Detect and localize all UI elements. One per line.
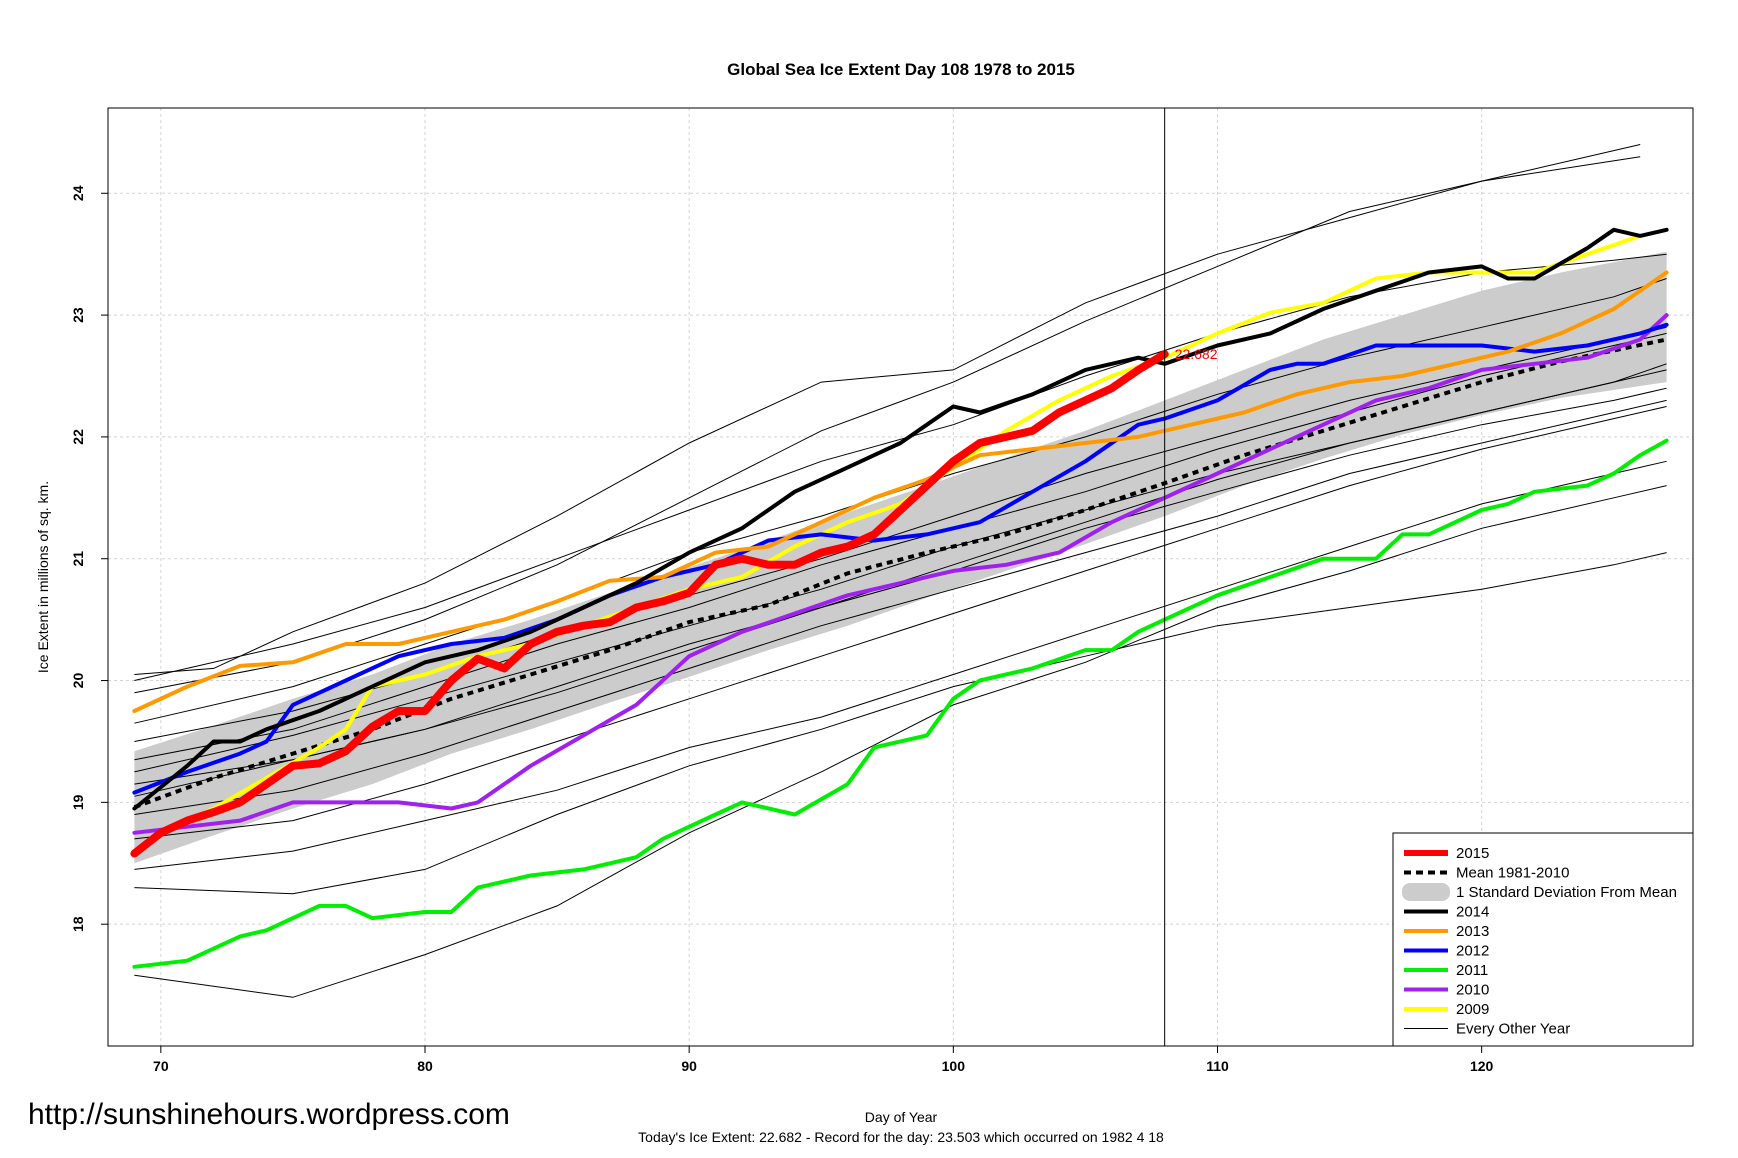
other-year-line bbox=[134, 156, 1641, 694]
legend-label: Mean 1981-2010 bbox=[1456, 865, 1569, 882]
legend-label: 2014 bbox=[1456, 904, 1489, 921]
series-line-2010 bbox=[132, 313, 1669, 835]
source-url: http://sunshinehours.wordpress.com bbox=[28, 1098, 510, 1131]
legend-label: 2012 bbox=[1456, 943, 1489, 960]
y-tick-label: 20 bbox=[70, 673, 86, 689]
y-tick-label: 18 bbox=[70, 916, 86, 932]
legend: 2015 Mean 1981-2010 1 Standard Deviation F… bbox=[1392, 832, 1694, 1047]
y-tick-label: 22 bbox=[70, 429, 86, 445]
y-axis: 18 19 20 21 22 23 24 bbox=[70, 185, 108, 932]
series-line-2015 bbox=[130, 350, 1169, 858]
other-year-line bbox=[134, 278, 1667, 724]
y-axis-label: Ice Extent in millions of sq. km. bbox=[35, 481, 51, 673]
y-tick-label: 21 bbox=[70, 551, 86, 567]
other-year-line bbox=[134, 363, 1667, 785]
legend-label: 2011 bbox=[1456, 962, 1488, 979]
legend-swatch bbox=[1402, 883, 1450, 901]
series-line-2011 bbox=[132, 438, 1669, 969]
series-layer bbox=[130, 227, 1669, 969]
x-axis: 70 80 90 100 110 120 bbox=[153, 1046, 1494, 1074]
y-tick-label: 24 bbox=[70, 185, 86, 201]
x-tick-label: 90 bbox=[681, 1058, 697, 1074]
y-tick-label: 19 bbox=[70, 794, 86, 810]
x-axis-label: Day of Year bbox=[865, 1109, 938, 1125]
x-tick-label: 100 bbox=[942, 1058, 966, 1074]
other-year-line bbox=[134, 460, 1667, 870]
x-tick-label: 110 bbox=[1206, 1058, 1229, 1074]
current-value-label: 22.682 bbox=[1175, 346, 1218, 362]
other-year-line bbox=[134, 399, 1667, 815]
legend-label: 2013 bbox=[1456, 923, 1489, 940]
x-tick-label: 120 bbox=[1470, 1058, 1494, 1074]
x-tick-label: 70 bbox=[153, 1058, 169, 1074]
legend-label: 2010 bbox=[1456, 982, 1489, 999]
series-line-mean-1981-2010 bbox=[133, 337, 1668, 810]
legend-label: 2009 bbox=[1456, 1001, 1489, 1018]
legend-label: Every Other Year bbox=[1456, 1021, 1570, 1038]
series-line-2009 bbox=[132, 233, 1643, 854]
other-year-line bbox=[134, 406, 1667, 840]
other-year-line bbox=[134, 552, 1667, 895]
series-line-2014 bbox=[132, 227, 1669, 811]
x-tick-label: 80 bbox=[417, 1058, 433, 1074]
series-line-2012 bbox=[132, 322, 1669, 795]
other-year-line bbox=[134, 144, 1641, 675]
plot-frame bbox=[107, 107, 1694, 1047]
series-line-2013 bbox=[132, 270, 1669, 713]
y-tick-label: 23 bbox=[70, 307, 86, 323]
chart-title: Global Sea Ice Extent Day 108 1978 to 20… bbox=[727, 60, 1075, 79]
other-year-line bbox=[134, 485, 1667, 998]
footer-note: Today's Ice Extent: 22.682 - Record for … bbox=[638, 1129, 1164, 1145]
legend-label: 2015 bbox=[1456, 845, 1489, 862]
legend-label: 1 Standard Deviation From Mean bbox=[1456, 884, 1677, 901]
